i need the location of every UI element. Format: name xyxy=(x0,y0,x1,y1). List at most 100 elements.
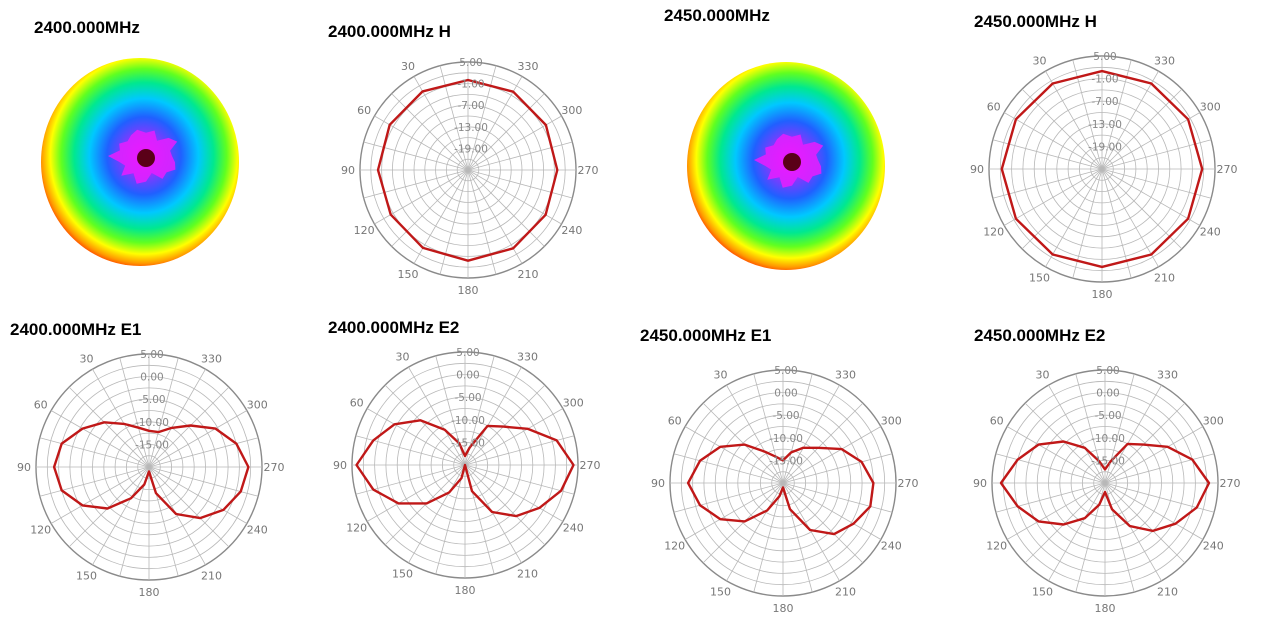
angle-label: 150 xyxy=(1032,585,1053,598)
radiation-3d-panel: 2400.000MHz xyxy=(20,10,260,290)
polar-chart: 5.00-1.00-7.00-13.00-19.0030609012015018… xyxy=(967,34,1237,304)
ring-label: -19.00 xyxy=(1088,141,1122,153)
angle-label: 150 xyxy=(710,585,731,598)
radiation-3d-panel: 2450.000MHz xyxy=(660,4,900,294)
angle-label: 270 xyxy=(264,461,285,474)
chart-title: 2400.000MHz H xyxy=(328,22,451,42)
angle-label: 330 xyxy=(835,369,856,382)
grid-spoke xyxy=(1102,169,1200,226)
radiation-3d-blob xyxy=(20,50,260,290)
radiation-3d-title: 2400.000MHz xyxy=(34,18,140,38)
grid-spoke xyxy=(414,170,468,264)
ring-label: 0.00 xyxy=(140,372,163,384)
polar-chart: 5.000.00-5.00-10.00-15.00306090120150180… xyxy=(648,348,918,618)
angle-label: 270 xyxy=(1217,163,1238,176)
polar-chart: 5.000.00-5.00-10.00-15.00306090120150180… xyxy=(330,330,600,600)
ring-label: 5.00 xyxy=(140,349,163,361)
polar-chart: 5.000.00-5.00-10.00-15.00306090120150180… xyxy=(970,348,1240,618)
ring-label: -19.00 xyxy=(454,143,488,155)
angle-label: 330 xyxy=(1154,55,1175,68)
chart-title: 2450.000MHz E2 xyxy=(974,326,1105,346)
ring-label: -5.00 xyxy=(1094,410,1121,422)
ring-label: 5.00 xyxy=(459,57,482,69)
angle-label: 300 xyxy=(247,399,268,412)
angle-label: 60 xyxy=(990,415,1004,428)
angle-label: 180 xyxy=(458,284,479,297)
angle-label: 150 xyxy=(398,268,419,281)
angle-label: 60 xyxy=(350,397,364,410)
ring-label: -1.00 xyxy=(457,79,484,91)
angle-label: 210 xyxy=(835,585,856,598)
ring-label: -15.00 xyxy=(451,437,485,449)
ring-label: -15.00 xyxy=(769,455,803,467)
ring-label: 5.00 xyxy=(1093,51,1116,63)
angle-label: 30 xyxy=(1033,55,1047,68)
angle-label: 240 xyxy=(1200,226,1221,239)
angle-label: 270 xyxy=(898,477,919,490)
grid-spoke xyxy=(1046,169,1103,267)
angle-label: 330 xyxy=(1157,369,1178,382)
angle-label: 120 xyxy=(354,224,375,237)
angle-label: 60 xyxy=(357,104,371,117)
angle-label: 90 xyxy=(333,459,347,472)
angle-label: 30 xyxy=(401,60,415,73)
grid-spoke xyxy=(465,465,574,494)
angle-label: 90 xyxy=(17,461,31,474)
angle-label: 210 xyxy=(201,569,222,582)
grid-spoke xyxy=(1105,483,1134,592)
angle-label: 240 xyxy=(247,524,268,537)
grid-spoke xyxy=(1007,483,1105,540)
grid-spoke xyxy=(1049,483,1106,581)
angle-label: 300 xyxy=(561,104,582,117)
ring-label: -7.00 xyxy=(1091,96,1118,108)
angle-label: 330 xyxy=(201,353,222,366)
angle-label: 180 xyxy=(455,584,476,597)
angle-label: 60 xyxy=(34,399,48,412)
radiation-3d-null xyxy=(783,153,801,171)
angle-label: 120 xyxy=(986,540,1007,553)
ring-label: 5.00 xyxy=(774,365,797,377)
grid-spoke xyxy=(1102,169,1159,267)
ring-label: -10.00 xyxy=(1091,433,1125,445)
angle-label: 150 xyxy=(76,569,97,582)
ring-label: -5.00 xyxy=(138,394,165,406)
angle-label: 30 xyxy=(1036,369,1050,382)
polar-chart: 5.000.00-5.00-10.00-15.00306090120150180… xyxy=(14,332,284,602)
angle-label: 240 xyxy=(563,522,584,535)
ring-label: -5.00 xyxy=(772,410,799,422)
angle-label: 150 xyxy=(1029,271,1050,284)
grid-spoke xyxy=(149,467,247,524)
angle-label: 240 xyxy=(881,540,902,553)
grid-spoke xyxy=(468,170,562,224)
ring-label: -10.00 xyxy=(135,417,169,429)
angle-label: 30 xyxy=(714,369,728,382)
ring-label: 5.00 xyxy=(1096,365,1119,377)
angle-label: 330 xyxy=(518,60,539,73)
angle-label: 330 xyxy=(517,351,538,364)
angle-label: 270 xyxy=(1220,477,1241,490)
grid-spoke xyxy=(468,170,522,264)
grid-spoke xyxy=(685,483,783,540)
angle-label: 90 xyxy=(651,477,665,490)
angle-label: 150 xyxy=(392,567,413,580)
polar-chart-panel: 2400.000MHz H 5.00-1.00-7.00-13.00-19.00… xyxy=(328,22,588,297)
ring-label: 0.00 xyxy=(1096,388,1119,400)
polar-chart: 5.00-1.00-7.00-13.00-19.0030609012015018… xyxy=(338,40,598,300)
angle-label: 300 xyxy=(563,397,584,410)
ring-label: -10.00 xyxy=(451,415,485,427)
radiation-3d-null xyxy=(137,149,155,167)
ring-label: -7.00 xyxy=(457,100,484,112)
chart-title: 2450.000MHz E1 xyxy=(640,326,771,346)
angle-label: 180 xyxy=(773,602,794,615)
angle-label: 270 xyxy=(578,164,599,177)
angle-label: 120 xyxy=(664,540,685,553)
angle-label: 120 xyxy=(30,524,51,537)
ring-label: 0.00 xyxy=(774,388,797,400)
grid-spoke xyxy=(149,467,206,565)
grid-spoke xyxy=(436,465,465,574)
angle-label: 210 xyxy=(518,268,539,281)
